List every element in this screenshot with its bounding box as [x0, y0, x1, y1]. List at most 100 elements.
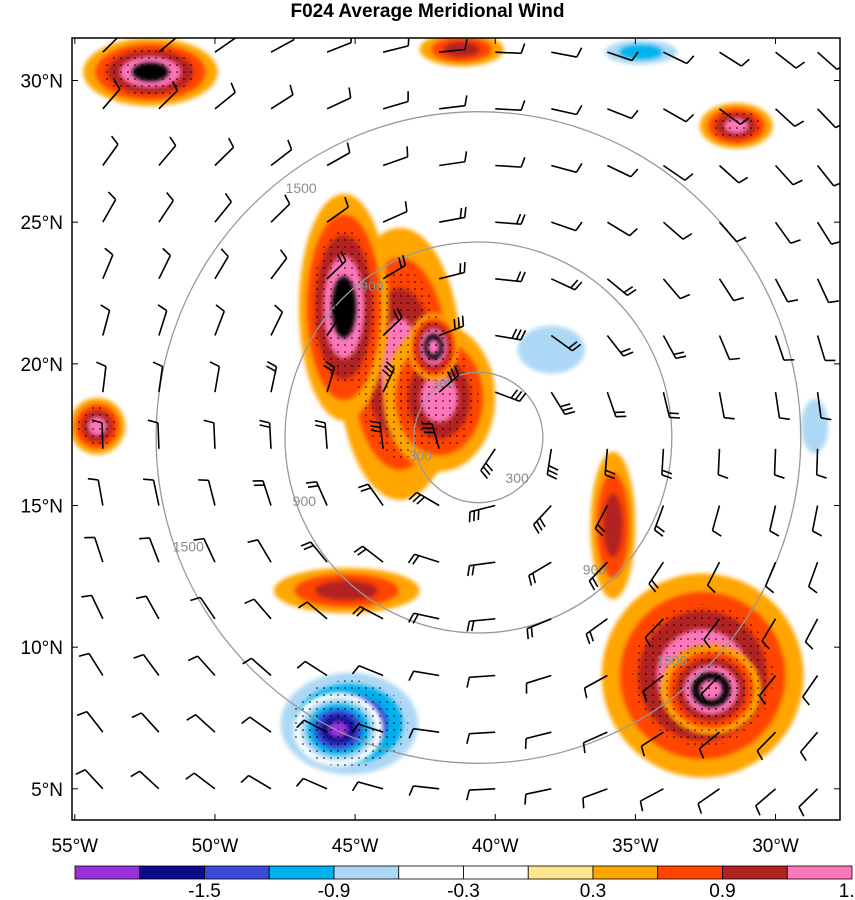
barb-staff — [203, 538, 216, 563]
wind-barb-97 — [815, 448, 827, 479]
field-blob-17-level-2 — [801, 398, 829, 454]
barb-flag — [404, 201, 408, 212]
barb-staff — [551, 221, 577, 232]
barb-staff — [439, 48, 466, 53]
colorbar-swatch — [722, 865, 788, 880]
barb-staff — [774, 278, 789, 303]
wind-barb-138 — [774, 278, 799, 303]
wind-barb-77 — [468, 504, 496, 523]
wind-barb-57 — [139, 537, 160, 563]
barb-flag — [186, 714, 197, 721]
wind-barb-35 — [466, 674, 496, 688]
wind-barb-158 — [326, 142, 351, 167]
colorbar-swatch — [74, 865, 141, 880]
barb-flag — [520, 271, 526, 282]
wind-barb-4 — [295, 777, 328, 790]
contour-label-300-2: 300 — [409, 447, 433, 463]
barb-flag — [707, 584, 716, 594]
barb-flag — [758, 695, 767, 705]
barb-staff — [663, 108, 687, 123]
barb-staff — [526, 674, 552, 684]
barb-flag — [582, 797, 585, 809]
barb-flag — [463, 206, 467, 218]
colorbar-swatch — [786, 865, 853, 880]
wind-barb-115 — [270, 304, 284, 336]
wind-barb-15 — [131, 712, 160, 733]
contour-label-1500-0: 1500 — [286, 180, 317, 196]
colorbar-swatch — [204, 865, 270, 880]
barb-staff — [663, 51, 688, 65]
barb-flag — [81, 594, 92, 598]
wind-barb-125 — [816, 335, 836, 362]
barb-flag — [408, 670, 415, 681]
wind-barb-174 — [439, 95, 468, 110]
barb-staff — [102, 38, 119, 53]
barb-staff — [102, 366, 107, 393]
stipple-blob-2 — [399, 346, 479, 450]
wind-barb-65 — [588, 561, 608, 591]
wind-barb-1 — [130, 770, 160, 790]
wind-barb-148 — [551, 221, 583, 232]
barb-staff — [382, 45, 409, 53]
barb-flag — [802, 696, 810, 706]
barb-staff — [807, 561, 819, 587]
barb-flag — [241, 716, 251, 725]
barb-flag — [520, 214, 526, 225]
barb-flag — [571, 343, 582, 352]
barb-flag — [466, 621, 471, 632]
barb-flag — [147, 419, 159, 424]
barb-flag — [450, 368, 457, 379]
barb-staff — [157, 422, 160, 449]
wind-barb-18 — [296, 719, 328, 733]
barb-flag — [408, 491, 418, 501]
field-blob-16-level-1 — [192, 511, 305, 580]
barb-flag — [520, 157, 526, 168]
barb-flag — [799, 751, 807, 762]
barb-flag — [110, 135, 119, 145]
barb-flag — [520, 100, 526, 111]
barb-flag — [574, 281, 583, 291]
barb-flag — [401, 255, 407, 266]
barb-flag — [833, 182, 840, 187]
stipple-blob-3 — [415, 323, 452, 371]
wind-barb-117 — [382, 307, 403, 337]
barb-flag — [157, 304, 168, 312]
colorbar-swatch — [463, 865, 529, 880]
wind-barb-74 — [306, 480, 328, 506]
wind-barb-122 — [662, 335, 687, 360]
barb-flag — [351, 781, 359, 792]
field-blob-13-level-3 — [619, 44, 663, 60]
contour-label-900-2: 900 — [293, 493, 317, 509]
barb-flag — [812, 530, 823, 537]
barb-staff — [811, 505, 819, 532]
barb-staff — [102, 254, 114, 280]
barb-flag — [190, 596, 201, 602]
wind-barb-164 — [662, 164, 694, 181]
wind-barb-91 — [480, 448, 496, 480]
barb-flag — [203, 419, 215, 424]
wind-barb-185 — [270, 38, 295, 53]
colorbar-label: -0.3 — [447, 881, 480, 900]
barb-staff — [86, 711, 104, 733]
wind-barb-23 — [582, 731, 608, 754]
barb-staff — [382, 210, 408, 223]
barb-flag — [193, 537, 205, 541]
barb-staff — [195, 714, 216, 733]
barb-flag — [515, 271, 522, 282]
barb-staff — [326, 97, 351, 110]
wind-barb-124 — [774, 335, 795, 361]
barb-flag — [187, 655, 198, 662]
barb-flag — [224, 192, 232, 203]
wind-barb-44 — [190, 596, 216, 620]
wind-barb-68 — [764, 561, 777, 594]
barb-staff — [382, 156, 408, 167]
barb-flag — [298, 601, 308, 609]
barb-flag — [244, 598, 255, 605]
barb-flag — [511, 328, 518, 339]
wind-barb-39 — [700, 674, 721, 704]
barb-staff — [93, 537, 104, 563]
contour-label-900-0: 900 — [360, 278, 384, 294]
wind-barb-194 — [775, 51, 806, 69]
barb-flag — [736, 236, 747, 243]
